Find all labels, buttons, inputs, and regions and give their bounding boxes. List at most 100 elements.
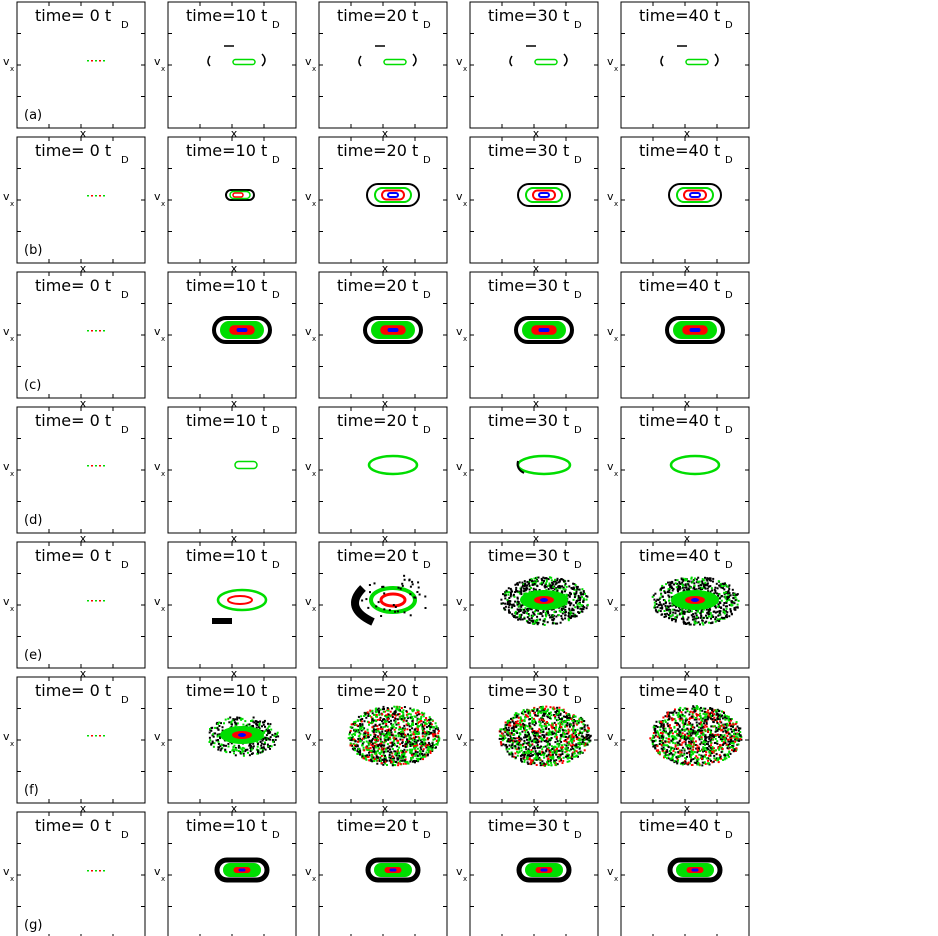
green-contour <box>669 454 721 476</box>
y-axis-label-subscript: x <box>312 740 316 748</box>
panel-title: time= 0 t <box>35 141 111 160</box>
axis-ticks <box>470 812 598 936</box>
x-axis-label: x <box>533 802 540 815</box>
axis-ticks <box>470 407 598 533</box>
x-axis-label: x <box>684 532 691 545</box>
core-contour <box>540 868 548 872</box>
axis-ticks <box>17 407 145 533</box>
initial-dots <box>87 600 105 602</box>
y-axis-label-subscript: x <box>614 875 618 883</box>
y-axis-label: v <box>305 865 312 878</box>
x-axis-label: x <box>533 262 540 275</box>
axis-ticks <box>319 272 447 398</box>
x-axis-label: x <box>382 397 389 410</box>
initial-dots <box>87 195 105 197</box>
core-contour <box>238 868 246 872</box>
axis-ticks <box>168 542 296 668</box>
row-label: (f) <box>24 783 39 798</box>
y-axis-label-subscript: x <box>614 335 618 343</box>
y-axis-label: v <box>456 460 463 473</box>
row-label: (e) <box>24 648 42 663</box>
core <box>691 598 699 602</box>
x-axis-label: x <box>231 532 238 545</box>
panel-frame <box>167 406 297 534</box>
axis-ticks <box>470 2 598 128</box>
panel-frame <box>16 811 146 936</box>
panel-title: time=30 t <box>488 411 569 430</box>
panel-title: time=20 t <box>337 546 418 565</box>
x-axis-label: x <box>533 667 540 680</box>
core-contour <box>689 192 701 198</box>
y-axis-label: v <box>607 460 614 473</box>
panel-title-subscript: D <box>423 830 431 841</box>
mid-contour <box>374 187 412 203</box>
axis-ticks <box>319 137 447 263</box>
panel-frame <box>16 136 146 264</box>
mid-contour <box>525 187 563 203</box>
y-axis-label: v <box>154 595 161 608</box>
panel-title: time=40 t <box>639 546 720 565</box>
panel-title-subscript: D <box>121 20 129 31</box>
y-axis-label-subscript: x <box>161 335 165 343</box>
panel-title: time=10 t <box>186 6 267 25</box>
y-axis-label: v <box>607 595 614 608</box>
initial-dots <box>87 870 105 872</box>
initial-dots <box>87 735 105 737</box>
x-axis-label: x <box>533 127 540 140</box>
panel-frame <box>167 541 297 669</box>
green-contour <box>216 588 268 612</box>
y-axis-label-subscript: x <box>463 605 467 613</box>
x-axis-label: x <box>533 397 540 410</box>
panel-frame <box>469 1 599 129</box>
axis-ticks <box>319 812 447 936</box>
y-axis-label-subscript: x <box>463 200 467 208</box>
y-axis-label: v <box>607 190 614 203</box>
red-contour <box>227 595 253 605</box>
y-axis-label: v <box>607 325 614 338</box>
panel-title: time=30 t <box>488 816 569 835</box>
panel-title-subscript: D <box>121 155 129 166</box>
outer-contour <box>225 189 255 201</box>
black-blob <box>212 618 232 624</box>
y-axis-label: v <box>305 460 312 473</box>
panel-title: time=40 t <box>639 6 720 25</box>
green-contour <box>685 58 709 66</box>
y-axis-label-subscript: x <box>463 470 467 478</box>
panel-title-subscript: D <box>574 560 582 571</box>
black-fragment <box>516 460 525 474</box>
sparse-points <box>361 574 427 617</box>
panel-title: time=20 t <box>337 276 418 295</box>
inner-contour <box>381 189 405 201</box>
core-contour <box>691 868 699 872</box>
y-axis-label-subscript: x <box>463 335 467 343</box>
panel-frame <box>318 136 448 264</box>
x-axis-label: x <box>231 127 238 140</box>
panel-title-subscript: D <box>121 695 129 706</box>
x-axis-label: x <box>382 802 389 815</box>
axis-ticks <box>470 542 598 668</box>
panel-title: time=10 t <box>186 816 267 835</box>
x-axis-label: x <box>684 802 691 815</box>
axis-ticks <box>168 812 296 936</box>
row-label: (d) <box>24 513 42 528</box>
y-axis-label-subscript: x <box>312 875 316 883</box>
panel-title: time=10 t <box>186 411 267 430</box>
panel-title: time= 0 t <box>35 546 111 565</box>
